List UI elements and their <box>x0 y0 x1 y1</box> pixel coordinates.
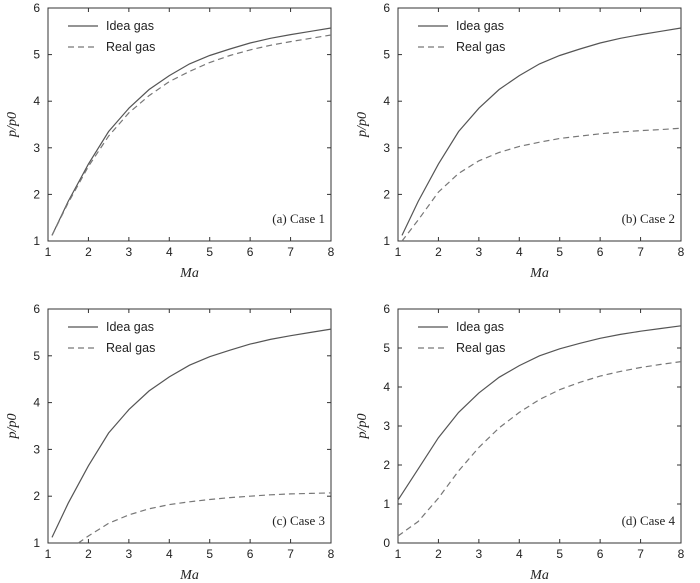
x-tick-label: 1 <box>395 547 402 561</box>
y-tick-label: 4 <box>383 380 390 394</box>
series-line-idea-gas <box>401 27 682 236</box>
x-tick-label: 4 <box>516 547 523 561</box>
chart-panel-3: 1 2 3 4 5 6 7 8 1 2 3 4 5 6 Ma p/p0 Idea gas Real gas (c) … <box>5 302 335 583</box>
x-axis-label: Ma <box>179 266 199 281</box>
x-tick-label: 4 <box>166 547 173 561</box>
x-tick-label: 8 <box>328 547 335 561</box>
y-tick-label: 5 <box>383 341 390 355</box>
x-tick-label: 6 <box>597 245 604 259</box>
y-tick-label: 4 <box>33 94 40 108</box>
y-tick-label: 1 <box>383 234 390 248</box>
y-axis-label: p/p0 <box>5 112 20 138</box>
y-tick-label: 3 <box>33 442 40 456</box>
x-tick-label: 8 <box>678 245 685 259</box>
series-line-idea-gas <box>397 325 682 501</box>
x-tick-label: 5 <box>206 245 213 259</box>
case-annotation: (a) Case 1 <box>272 211 325 226</box>
x-tick-label: 7 <box>287 245 294 259</box>
y-axis-label: p/p0 <box>5 414 20 440</box>
legend-label: Idea gas <box>106 320 154 334</box>
x-axis-label: Ma <box>529 568 549 583</box>
series-line-real-gas <box>77 492 332 544</box>
y-tick-label: 6 <box>383 302 390 316</box>
chart-panel-1: 1 2 3 4 5 6 7 8 1 2 3 4 5 6 Ma p/p0 Idea gas Real gas (a) … <box>5 1 335 281</box>
legend-label: Real gas <box>456 40 505 54</box>
x-tick-label: 5 <box>556 245 563 259</box>
plot-frame <box>47 308 332 544</box>
y-axis-label: p/p0 <box>355 112 370 138</box>
series-line-idea-gas <box>51 27 332 236</box>
plot-frame <box>397 7 682 242</box>
x-tick-label: 3 <box>476 547 483 561</box>
x-tick-label: 2 <box>85 245 92 259</box>
x-tick-label: 5 <box>206 547 213 561</box>
series-line-idea-gas <box>51 328 332 538</box>
x-tick-label: 4 <box>516 245 523 259</box>
x-tick-label: 8 <box>328 245 335 259</box>
y-tick-label: 3 <box>33 141 40 155</box>
y-tick-label: 3 <box>383 141 390 155</box>
x-tick-label: 3 <box>126 245 133 259</box>
x-tick-label: 2 <box>85 547 92 561</box>
plot-frame <box>397 308 682 544</box>
y-tick-label: 0 <box>383 536 390 550</box>
y-tick-label: 6 <box>33 1 40 15</box>
x-axis-label: Ma <box>529 266 549 281</box>
plot-frame <box>47 7 332 242</box>
y-tick-label: 1 <box>383 497 390 511</box>
x-tick-label: 6 <box>247 245 254 259</box>
x-tick-label: 1 <box>45 245 52 259</box>
y-tick-label: 4 <box>383 94 390 108</box>
y-tick-label: 2 <box>33 489 40 503</box>
y-tick-label: 5 <box>383 48 390 62</box>
x-tick-label: 2 <box>435 245 442 259</box>
x-tick-label: 7 <box>287 547 294 561</box>
x-tick-label: 5 <box>556 547 563 561</box>
y-tick-label: 1 <box>33 536 40 550</box>
series-line-real-gas <box>51 34 332 236</box>
case-annotation: (d) Case 4 <box>622 513 676 528</box>
x-tick-label: 7 <box>637 547 644 561</box>
x-tick-label: 1 <box>45 547 52 561</box>
y-tick-label: 1 <box>33 234 40 248</box>
legend-label: Idea gas <box>456 19 504 33</box>
y-tick-label: 3 <box>383 419 390 433</box>
x-tick-label: 1 <box>395 245 402 259</box>
x-tick-label: 7 <box>637 245 644 259</box>
legend-label: Idea gas <box>106 19 154 33</box>
y-tick-label: 5 <box>33 349 40 363</box>
y-tick-label: 6 <box>383 1 390 15</box>
y-tick-label: 2 <box>383 458 390 472</box>
x-tick-label: 6 <box>597 547 604 561</box>
x-tick-label: 8 <box>678 547 685 561</box>
y-tick-label: 2 <box>33 187 40 201</box>
series-line-real-gas <box>397 361 682 537</box>
x-tick-label: 3 <box>126 547 133 561</box>
legend-label: Real gas <box>106 40 155 54</box>
x-axis-label: Ma <box>179 568 199 583</box>
y-tick-label: 5 <box>33 48 40 62</box>
case-annotation: (c) Case 3 <box>272 513 325 528</box>
x-tick-label: 4 <box>166 245 173 259</box>
x-tick-label: 6 <box>247 547 254 561</box>
y-axis-label: p/p0 <box>355 414 370 440</box>
x-tick-label: 2 <box>435 547 442 561</box>
legend-label: Idea gas <box>456 320 504 334</box>
y-tick-label: 4 <box>33 396 40 410</box>
legend-label: Real gas <box>106 341 155 355</box>
case-annotation: (b) Case 2 <box>622 211 675 226</box>
series-line-real-gas <box>401 127 682 242</box>
chart-panel-2: 1 2 3 4 5 6 7 8 1 2 3 4 5 6 Ma p/p0 Idea gas Real gas (b) … <box>355 1 685 281</box>
legend-label: Real gas <box>456 341 505 355</box>
y-tick-label: 2 <box>383 187 390 201</box>
x-tick-label: 3 <box>476 245 483 259</box>
y-tick-label: 6 <box>33 302 40 316</box>
